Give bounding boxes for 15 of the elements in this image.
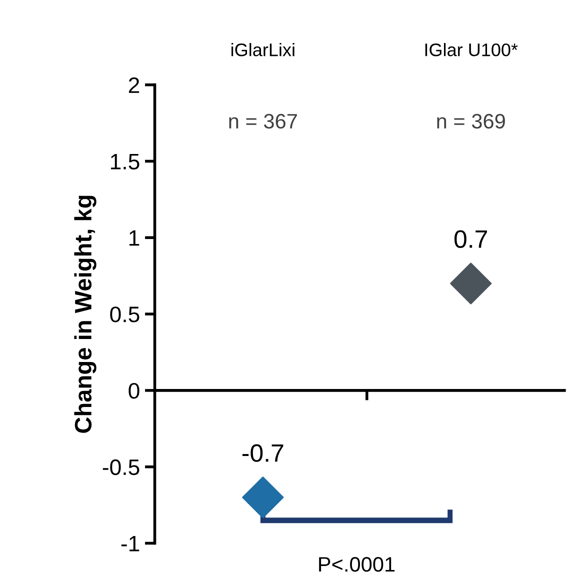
y-axis-title: Change in Weight, kg [74, 196, 96, 433]
annotation: n = 369 [437, 114, 505, 129]
text: P<.0001 [319, 556, 395, 572]
y-tick-label: 2 [128, 77, 140, 93]
annotation: n = 367 [229, 114, 297, 129]
y-tick-label: 1.5 [110, 154, 140, 170]
y-tick-label: 1 [130, 230, 140, 246]
data-label: -0.7 [242, 444, 284, 462]
y-tick-label: 0.5 [110, 306, 140, 322]
y-tick-label: -0.5 [102, 459, 140, 476]
y-tick-label: 0 [128, 382, 140, 399]
data-label: 0.7 [454, 230, 487, 248]
y-tick-label: -1 [121, 536, 140, 552]
x-tick-label: IGlar U100* [425, 42, 518, 56]
x-tick-label: iGlarLixi [232, 42, 294, 56]
